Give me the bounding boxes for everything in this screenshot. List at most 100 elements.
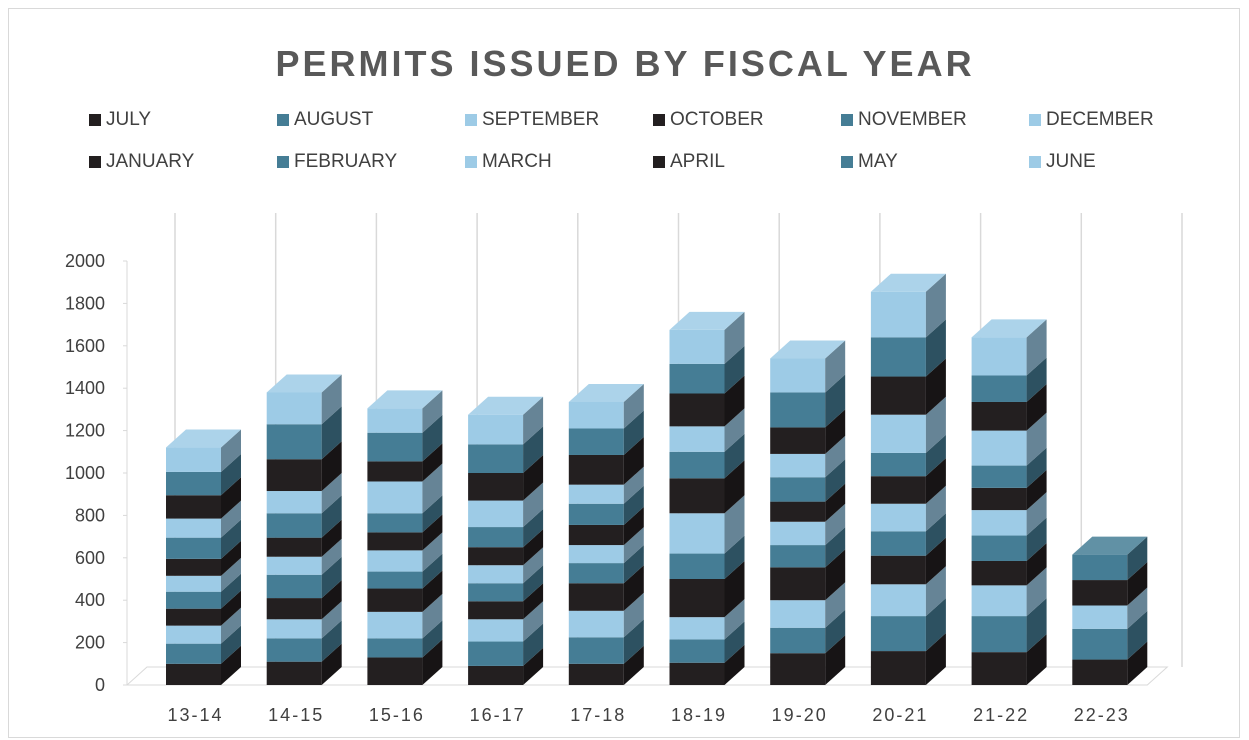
legend-label: MAY <box>858 151 898 172</box>
bar-side <box>221 540 241 576</box>
bar-front <box>669 363 725 394</box>
bar-side <box>1026 447 1047 488</box>
bar-side <box>422 390 443 433</box>
bar-segment <box>266 519 342 557</box>
bar-segment <box>971 469 1047 511</box>
bar-side <box>422 620 443 658</box>
bar-segment <box>669 408 745 452</box>
bar-segment <box>367 532 443 572</box>
bar-side <box>724 621 745 663</box>
bar-front <box>1072 580 1128 606</box>
bar-top <box>166 429 241 448</box>
bar-segment <box>971 598 1047 653</box>
bar-segment <box>166 590 241 626</box>
bar-segment <box>1072 562 1148 606</box>
legend-label: DECEMBER <box>1046 109 1154 130</box>
bar-side <box>925 633 946 685</box>
bar-front <box>770 653 826 685</box>
bar-front <box>568 454 624 485</box>
bar-front <box>770 477 826 502</box>
y-tick-label: 400 <box>75 590 105 610</box>
bar-segment <box>870 537 946 585</box>
bar-side <box>1026 412 1047 466</box>
bar-top <box>870 273 946 292</box>
bar-side <box>623 565 644 611</box>
bar-front <box>468 565 524 584</box>
bar-side <box>1127 641 1148 685</box>
bar-front <box>468 641 524 666</box>
bar-segment <box>669 599 745 640</box>
legend-label: NOVEMBER <box>858 109 967 130</box>
bar-segment <box>166 573 241 609</box>
bar-segment <box>166 500 241 538</box>
bar-front <box>568 484 624 504</box>
bar-side <box>925 434 946 477</box>
bar-segment <box>669 345 745 394</box>
bar-front <box>266 459 322 492</box>
bar-front <box>971 401 1027 431</box>
bar-side <box>623 410 644 455</box>
bar-front <box>971 430 1027 466</box>
bar-segment <box>770 549 846 601</box>
bar-front <box>367 657 423 685</box>
bar-front <box>870 376 926 415</box>
bar-side <box>623 545 644 584</box>
bar-front <box>367 513 423 533</box>
bar-side <box>523 455 544 501</box>
bar-front <box>870 503 926 532</box>
bar-segment <box>669 621 745 663</box>
bar-side <box>724 345 745 394</box>
bar-side <box>724 408 745 452</box>
bar-segment <box>1072 536 1148 581</box>
bar-side <box>321 601 342 639</box>
bar-side <box>422 514 443 551</box>
bar-side <box>221 500 241 538</box>
bar-top <box>669 311 745 330</box>
bar-front <box>1072 554 1128 581</box>
bar-side <box>321 406 342 460</box>
bar-front <box>266 513 322 538</box>
bar-segment <box>870 633 946 685</box>
bar-front <box>266 491 322 514</box>
legend-label: FEBRUARY <box>294 151 398 172</box>
legend-item: DECEMBER <box>1029 109 1217 131</box>
bar-side <box>422 463 443 514</box>
bar-side <box>825 582 846 628</box>
y-tick-label: 1000 <box>65 463 105 483</box>
bar-front <box>568 563 624 584</box>
bar-front <box>468 444 524 473</box>
bar-side <box>925 273 946 338</box>
bar-side <box>221 607 241 644</box>
legend-item: OCTOBER <box>653 109 841 131</box>
bar-segment <box>971 567 1047 617</box>
bar-side <box>1026 319 1047 376</box>
bar-side <box>221 477 241 519</box>
bar-segment <box>266 580 342 620</box>
bar-segment <box>367 414 443 462</box>
bar-segment <box>266 374 342 425</box>
bar-side <box>825 374 846 428</box>
bar-segment <box>770 527 846 568</box>
bar-front <box>870 476 926 504</box>
bar-front <box>971 337 1027 376</box>
bar-segment <box>568 436 644 485</box>
chart-frame: PERMITS ISSUED BY FISCAL YEAR JULY AUGUST… <box>8 8 1240 738</box>
bar-segment <box>367 639 443 685</box>
bar-segment <box>669 375 745 427</box>
bar-front <box>266 556 322 575</box>
bar-side <box>724 535 745 579</box>
bar-segment <box>166 557 241 592</box>
bar-segment <box>770 582 846 628</box>
bar-side <box>925 396 946 453</box>
x-tick-label: 14-15 <box>268 705 324 725</box>
legend-swatch <box>89 156 101 168</box>
bar-side <box>925 537 946 585</box>
x-tick-label: 21-22 <box>973 705 1029 725</box>
legend-swatch <box>841 156 853 168</box>
bar-front <box>971 375 1027 402</box>
legend-swatch <box>465 114 477 126</box>
bar-front <box>568 637 624 664</box>
bar-segment <box>669 535 745 579</box>
bar-segment <box>568 545 644 584</box>
legend-swatch <box>841 114 853 126</box>
